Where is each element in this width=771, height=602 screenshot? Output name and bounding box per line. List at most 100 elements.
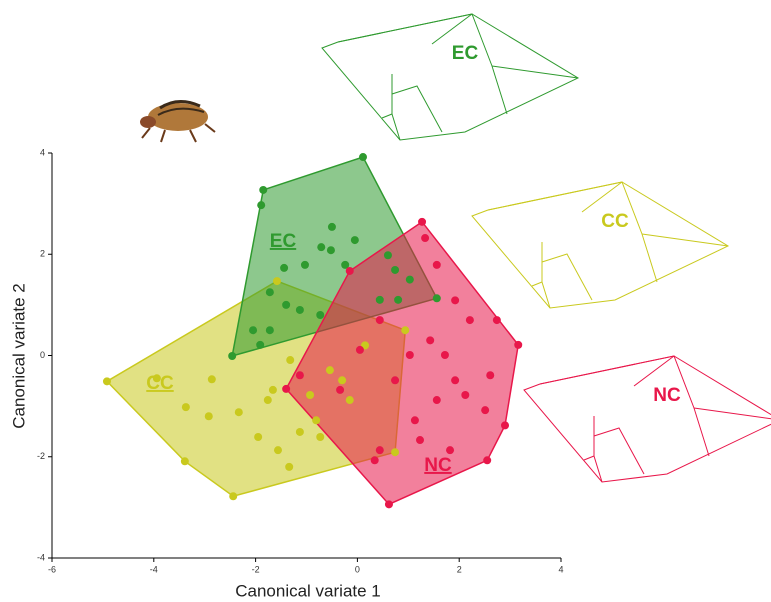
x-tick-label: 0 xyxy=(355,564,360,574)
hull-label: CC xyxy=(146,373,174,394)
point xyxy=(316,311,325,319)
point xyxy=(265,288,274,297)
point xyxy=(451,296,460,305)
point xyxy=(383,251,392,260)
wing-outline xyxy=(471,181,730,309)
point xyxy=(446,446,455,455)
point xyxy=(350,236,359,245)
point xyxy=(228,352,237,361)
wing-vein xyxy=(391,74,401,141)
wing-label: CC xyxy=(601,211,629,232)
point xyxy=(481,406,490,415)
x-tick-label: -6 xyxy=(48,564,56,574)
point xyxy=(401,326,410,335)
hull-label: EC xyxy=(270,231,297,252)
wing-vein xyxy=(583,455,595,461)
point xyxy=(306,390,315,399)
point xyxy=(483,456,492,465)
y-tick-label: -2 xyxy=(37,451,45,461)
point xyxy=(416,436,425,445)
wing-vein xyxy=(337,13,473,43)
point xyxy=(282,300,291,309)
point xyxy=(440,350,449,359)
wing-outline xyxy=(523,355,771,483)
point xyxy=(345,396,354,405)
point xyxy=(426,336,435,345)
point xyxy=(405,275,414,284)
point xyxy=(421,234,430,243)
point xyxy=(312,416,321,425)
point xyxy=(272,277,281,286)
wing-outline xyxy=(321,13,580,141)
point xyxy=(492,316,501,325)
point xyxy=(394,295,403,304)
point xyxy=(465,316,474,325)
point xyxy=(326,246,335,255)
wing-label: NC xyxy=(653,385,681,406)
point xyxy=(375,316,384,325)
wing: EC xyxy=(321,13,580,141)
point xyxy=(336,385,345,394)
point xyxy=(405,350,414,359)
point xyxy=(432,294,441,303)
point xyxy=(257,201,266,210)
point xyxy=(361,341,370,350)
point xyxy=(249,326,258,335)
x-tick-label: 4 xyxy=(558,564,563,574)
point xyxy=(355,345,364,354)
point xyxy=(370,456,379,465)
point xyxy=(180,457,189,466)
point xyxy=(273,446,282,455)
point xyxy=(384,500,393,509)
point xyxy=(375,446,384,455)
y-tick-label: 2 xyxy=(40,249,45,259)
beetle xyxy=(140,100,216,143)
x-axis-label: Canonical variate 1 xyxy=(235,581,381,600)
point xyxy=(259,185,268,194)
point xyxy=(295,427,304,436)
point xyxy=(391,448,400,457)
point xyxy=(461,390,470,399)
point xyxy=(325,366,334,375)
wing-vein xyxy=(487,181,623,211)
point xyxy=(391,265,400,274)
wing-vein xyxy=(541,242,551,309)
wing-vein xyxy=(633,355,710,457)
point xyxy=(268,385,277,394)
point xyxy=(432,260,441,269)
point xyxy=(432,396,441,405)
point xyxy=(102,377,111,386)
wing: CC xyxy=(471,181,730,309)
point xyxy=(256,340,265,349)
y-tick-label: 4 xyxy=(40,147,45,157)
wing-vein xyxy=(693,407,771,420)
point xyxy=(152,374,161,383)
point xyxy=(501,421,510,430)
wing: NC xyxy=(523,355,771,483)
point xyxy=(207,375,216,384)
wing-vein xyxy=(431,13,508,115)
y-tick-label: -4 xyxy=(37,552,45,562)
wing-vein xyxy=(593,427,645,475)
y-axis-label: Canonical variate 2 xyxy=(9,283,28,429)
point xyxy=(286,356,295,365)
point xyxy=(300,260,309,269)
hull xyxy=(285,220,520,506)
point xyxy=(317,243,326,252)
point xyxy=(451,376,460,385)
hull-label: NC xyxy=(424,455,452,476)
point xyxy=(486,371,495,380)
y-tick-label: 0 xyxy=(40,350,45,360)
wing-vein xyxy=(593,416,603,483)
wing-vein xyxy=(531,281,543,287)
wing-vein xyxy=(391,85,443,133)
point xyxy=(358,153,367,162)
point xyxy=(234,408,243,417)
wing-vein xyxy=(581,181,658,283)
x-tick-label: -4 xyxy=(150,564,158,574)
point xyxy=(316,433,325,442)
point xyxy=(263,396,272,405)
point xyxy=(280,263,289,272)
point xyxy=(345,266,354,275)
